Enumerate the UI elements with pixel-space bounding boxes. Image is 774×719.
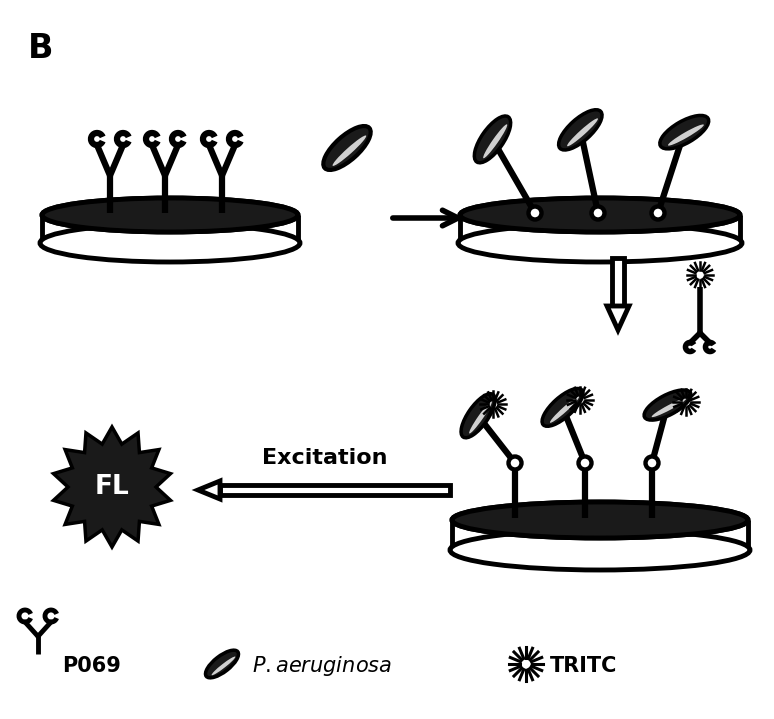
Polygon shape xyxy=(460,215,740,243)
Ellipse shape xyxy=(567,119,598,146)
Ellipse shape xyxy=(40,224,300,262)
Ellipse shape xyxy=(450,530,750,570)
Polygon shape xyxy=(452,520,748,550)
Ellipse shape xyxy=(458,224,742,262)
Ellipse shape xyxy=(205,650,238,678)
Polygon shape xyxy=(42,215,298,243)
Text: P069: P069 xyxy=(62,656,121,676)
Ellipse shape xyxy=(646,457,659,470)
Ellipse shape xyxy=(578,457,591,470)
Ellipse shape xyxy=(42,198,298,232)
Text: TRITC: TRITC xyxy=(550,656,618,676)
Ellipse shape xyxy=(644,390,691,420)
Ellipse shape xyxy=(509,457,522,470)
Polygon shape xyxy=(220,485,450,495)
Text: FL: FL xyxy=(94,474,129,500)
Ellipse shape xyxy=(461,394,495,438)
Polygon shape xyxy=(612,258,624,306)
Ellipse shape xyxy=(324,126,371,170)
Ellipse shape xyxy=(591,206,604,219)
Polygon shape xyxy=(607,306,629,330)
Ellipse shape xyxy=(42,198,298,232)
Ellipse shape xyxy=(652,206,665,219)
Ellipse shape xyxy=(550,396,579,423)
Ellipse shape xyxy=(460,198,740,232)
Ellipse shape xyxy=(659,116,709,149)
Ellipse shape xyxy=(542,388,583,426)
Ellipse shape xyxy=(460,198,740,232)
Ellipse shape xyxy=(452,502,748,538)
Polygon shape xyxy=(198,481,220,499)
Text: $\it{P. aeruginosa}$: $\it{P. aeruginosa}$ xyxy=(252,654,392,678)
Ellipse shape xyxy=(529,206,542,219)
Ellipse shape xyxy=(668,124,704,146)
Ellipse shape xyxy=(483,124,507,158)
Ellipse shape xyxy=(652,398,687,417)
Ellipse shape xyxy=(474,116,511,162)
Ellipse shape xyxy=(469,401,492,434)
Polygon shape xyxy=(53,427,170,547)
Ellipse shape xyxy=(452,502,748,538)
Ellipse shape xyxy=(211,656,235,675)
Ellipse shape xyxy=(333,135,366,166)
Ellipse shape xyxy=(559,110,602,150)
Text: B: B xyxy=(28,32,53,65)
Text: Excitation: Excitation xyxy=(262,448,388,468)
